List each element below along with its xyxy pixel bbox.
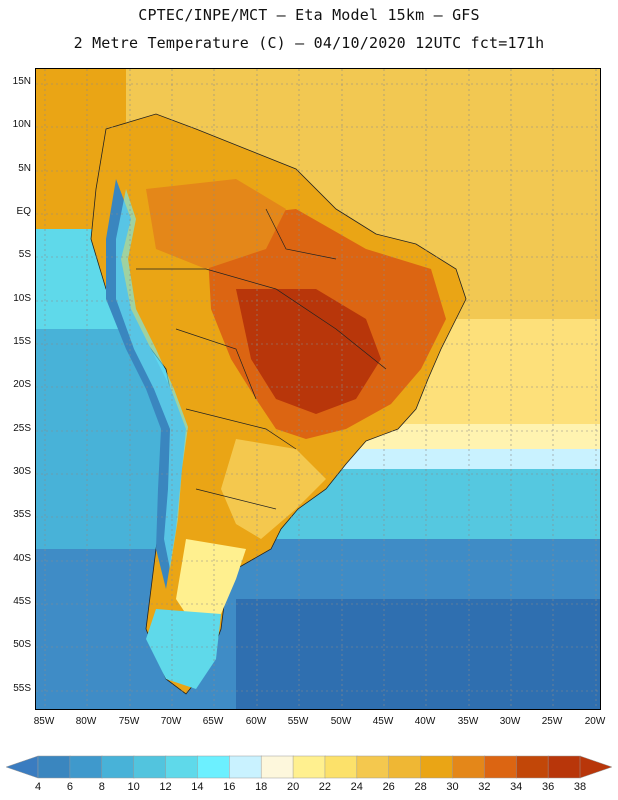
colorbar <box>5 755 613 779</box>
lat-label-35s: 35S <box>13 509 31 520</box>
colorbar-swatch <box>229 755 262 779</box>
lat-label-20s: 20S <box>13 379 31 390</box>
pampas <box>221 439 326 539</box>
colorbar-label: 22 <box>318 781 332 793</box>
colorbar-label: 20 <box>286 781 300 793</box>
lat-label-eq: EQ <box>16 206 31 217</box>
lon-label-30w: 30W <box>499 716 521 727</box>
lon-label-65w: 65W <box>202 716 224 727</box>
colorbar-label: 38 <box>573 781 587 793</box>
lon-label-25w: 25W <box>541 716 563 727</box>
lat-label-15n: 15N <box>12 76 31 87</box>
colorbar-label: 10 <box>127 781 140 793</box>
lon-label-75w: 75W <box>118 716 140 727</box>
colorbar-label: 30 <box>446 781 459 793</box>
colorbar-label: 26 <box>382 781 395 793</box>
colorbar-label: 18 <box>255 781 268 793</box>
lat-label-30s: 30S <box>13 466 31 477</box>
map-canvas <box>36 69 600 709</box>
colorbar-left-arrow <box>5 755 39 779</box>
lat-label-5s: 5S <box>18 249 31 260</box>
lat-label-5n: 5N <box>18 163 31 174</box>
colorbar-label: 6 <box>66 781 73 793</box>
lon-label-55w: 55W <box>287 716 309 727</box>
colorbar-label: 12 <box>159 781 172 793</box>
lat-label-55s: 55S <box>13 683 31 694</box>
colorbar-swatch <box>197 755 231 779</box>
colorbar-swatches <box>37 755 581 779</box>
map-subtitle: 2 Metre Temperature (C) – 04/10/2020 12U… <box>73 34 545 52</box>
lon-label-20w: 20W <box>584 716 606 727</box>
colorbar-swatch <box>165 755 199 779</box>
colorbar-swatch <box>260 755 294 779</box>
lon-label-70w: 70W <box>160 716 182 727</box>
colorbar-swatch <box>356 755 390 779</box>
lon-label-45w: 45W <box>372 716 394 727</box>
deep-southern-ocean <box>236 599 600 709</box>
colorbar-swatch <box>452 755 486 779</box>
colorbar-swatch <box>133 755 167 779</box>
colorbar-label: 4 <box>34 781 42 793</box>
colorbar-label: 24 <box>350 781 363 793</box>
colorbar-swatch <box>547 755 581 779</box>
colorbar-swatch <box>388 755 422 779</box>
lat-label-45s: 45S <box>13 596 31 607</box>
lon-label-85w: 85W <box>33 716 55 727</box>
colorbar-swatch <box>37 755 71 779</box>
lon-label-80w: 80W <box>75 716 97 727</box>
andes-highland <box>106 179 186 589</box>
central-brazil-core <box>236 289 381 414</box>
lat-label-50s: 50S <box>13 639 31 650</box>
colorbar-label: 14 <box>191 781 204 793</box>
lat-label-15s: 15S <box>13 336 31 347</box>
lon-label-50w: 50W <box>330 716 352 727</box>
amazon <box>146 179 286 269</box>
colorbar-label: 16 <box>223 781 236 793</box>
colorbar-label: 8 <box>98 781 105 793</box>
patagonia-south <box>146 609 221 689</box>
colorbar-swatch <box>420 755 454 779</box>
colorbar-swatch <box>69 755 103 779</box>
colorbar-swatch <box>324 755 358 779</box>
patagonia <box>176 539 246 629</box>
lat-label-25s: 25S <box>13 423 31 434</box>
lon-label-60w: 60W <box>245 716 267 727</box>
lat-label-10n: 10N <box>12 119 31 130</box>
colorbar-swatch <box>515 755 549 779</box>
colorbar-swatch <box>292 755 326 779</box>
andes-snow <box>116 189 188 569</box>
lat-label-10s: 10S <box>13 293 31 304</box>
graticule <box>36 69 600 709</box>
colorbar-label: 28 <box>414 781 427 793</box>
colorbar-label: 34 <box>510 781 523 793</box>
lat-label-40s: 40S <box>13 553 31 564</box>
temperature-map <box>35 68 601 710</box>
colorbar-right-arrow <box>579 755 613 779</box>
map-title: CPTEC/INPE/MCT – Eta Model 15km – GFS <box>138 6 480 24</box>
colorbar-label: 32 <box>478 781 491 793</box>
country-borders <box>136 208 387 510</box>
lon-label-35w: 35W <box>457 716 479 727</box>
lon-label-40w: 40W <box>414 716 436 727</box>
colorbar-swatch <box>484 755 517 779</box>
colorbar-swatch <box>101 755 135 779</box>
colorbar-label: 36 <box>541 781 555 793</box>
